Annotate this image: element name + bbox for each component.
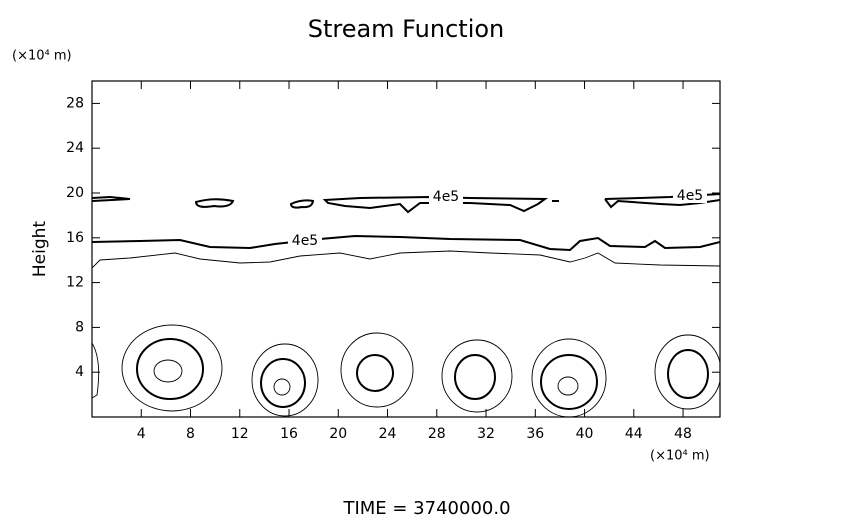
- contour-line: [557, 376, 579, 396]
- contour-label-bg: [673, 189, 707, 203]
- x-tick-label: 20: [329, 426, 347, 442]
- x-tick-label: 32: [477, 426, 495, 442]
- x-tick-label: 48: [674, 426, 692, 442]
- contour-line: [153, 359, 183, 383]
- y-tick-label: 8: [75, 319, 84, 335]
- contour-line: [136, 338, 204, 400]
- contour-line: [654, 334, 720, 410]
- x-tick-label: 16: [280, 426, 298, 442]
- x-tick-label: 44: [625, 426, 643, 442]
- contour-line: [92, 342, 100, 399]
- x-unit: (×10⁴ m): [650, 449, 710, 464]
- contour-line: [454, 354, 496, 400]
- contour-line: [289, 199, 315, 209]
- contour-line: [667, 349, 709, 399]
- contour-line: [92, 234, 720, 252]
- contour-line: [194, 198, 235, 208]
- contour-line: [92, 250, 720, 269]
- x-tick-label: 12: [231, 426, 249, 442]
- y-tick-label: 16: [66, 230, 84, 246]
- y-tick-label: 12: [66, 275, 84, 291]
- contour-line: [340, 332, 414, 408]
- contours: [92, 193, 720, 417]
- contour-label: 4e5: [677, 188, 703, 204]
- contour-line: [540, 354, 598, 410]
- x-tick-label: 8: [186, 426, 195, 442]
- contour-line: [251, 343, 319, 417]
- contour-label: 4e5: [292, 233, 318, 249]
- plot-frame: [91, 80, 721, 418]
- contour-label-bg: [429, 190, 463, 204]
- y-tick-label: 4: [75, 364, 84, 380]
- x-tick-label: 24: [379, 426, 397, 442]
- x-tick-label: 40: [576, 426, 594, 442]
- x-tick-label: 4: [137, 426, 146, 442]
- contour-line: [273, 378, 291, 396]
- y-tick-label: 20: [66, 185, 84, 201]
- contour-line: [121, 324, 223, 412]
- contour-label: 4e5: [433, 189, 459, 205]
- chart-title: Stream Function: [308, 15, 505, 43]
- y-axis-label: Height: [30, 221, 50, 278]
- y-tick-label: 28: [66, 95, 84, 111]
- contour-line: [260, 358, 306, 408]
- contour-line: [92, 195, 131, 202]
- contour-line: [356, 354, 394, 392]
- x-tick-label: 36: [526, 426, 544, 442]
- contour-line: [531, 338, 607, 417]
- x-tick-label: 28: [428, 426, 446, 442]
- contour-label-bg: [288, 234, 322, 248]
- contour-line: [441, 339, 513, 413]
- footer: TIME = 3740000.0: [342, 498, 510, 519]
- y-unit: (×10⁴ m): [12, 49, 72, 64]
- y-tick-label: 24: [66, 140, 84, 156]
